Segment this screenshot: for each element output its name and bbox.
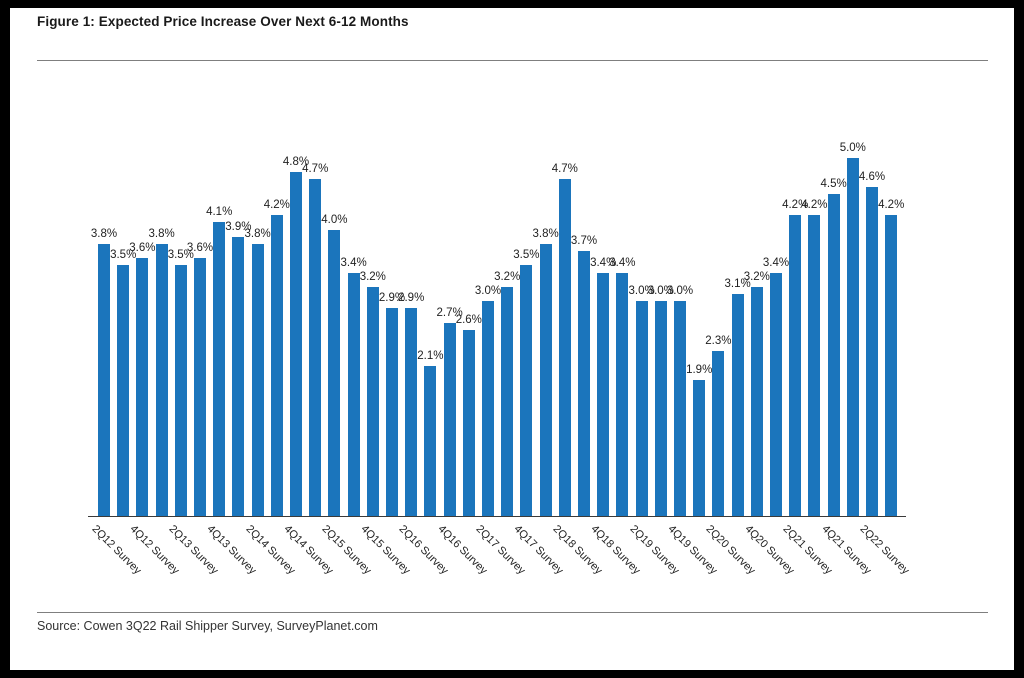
bar bbox=[290, 172, 302, 516]
bar bbox=[674, 301, 686, 516]
bar bbox=[654, 301, 667, 516]
bar-value-label: 4.2% bbox=[782, 199, 809, 212]
bar bbox=[885, 215, 898, 516]
source-divider-line bbox=[37, 612, 988, 613]
bar-value-label: 3.8% bbox=[148, 227, 175, 240]
bar-value-label: 3.6% bbox=[129, 242, 156, 255]
bar bbox=[117, 265, 130, 516]
bar-value-label: 1.9% bbox=[686, 363, 713, 376]
bar bbox=[558, 179, 571, 516]
bar-value-label: 3.1% bbox=[724, 278, 751, 291]
bar bbox=[443, 322, 456, 516]
bar-value-label: 2.1% bbox=[417, 349, 444, 362]
bar bbox=[174, 265, 187, 516]
bar bbox=[789, 215, 802, 516]
bar bbox=[309, 179, 322, 516]
bar bbox=[155, 243, 168, 516]
bar bbox=[846, 158, 859, 516]
bar bbox=[616, 272, 629, 516]
bar-value-label: 3.6% bbox=[186, 242, 214, 255]
bar bbox=[405, 308, 418, 516]
bar bbox=[827, 193, 840, 516]
bar bbox=[194, 258, 206, 516]
bar bbox=[635, 301, 648, 516]
source-note: Source: Cowen 3Q22 Rail Shipper Survey, … bbox=[37, 619, 378, 633]
bar-value-label: 3.2% bbox=[359, 270, 386, 283]
bar-value-label: 4.7% bbox=[551, 163, 578, 176]
bar bbox=[213, 222, 226, 516]
bar-value-label: 5.0% bbox=[839, 142, 866, 154]
bar bbox=[251, 243, 264, 516]
bar-value-label: 3.4% bbox=[762, 256, 790, 269]
bar-value-label: 4.5% bbox=[820, 177, 847, 190]
bar bbox=[462, 329, 475, 516]
bar bbox=[98, 243, 110, 516]
bar-value-label: 2.9% bbox=[378, 292, 406, 305]
bar bbox=[386, 308, 398, 516]
bar bbox=[808, 215, 821, 516]
bar bbox=[270, 215, 283, 516]
bar bbox=[424, 365, 437, 516]
bar-value-label: 4.7% bbox=[302, 163, 329, 176]
bar bbox=[693, 379, 706, 516]
bar bbox=[136, 258, 149, 516]
report-page: Figure 1: Expected Price Increase Over N… bbox=[10, 8, 1014, 670]
title-divider-line bbox=[37, 60, 988, 61]
bar-value-label: 4.6% bbox=[858, 170, 886, 183]
bar-value-label: 3.2% bbox=[743, 270, 770, 283]
bar-value-label: 3.7% bbox=[570, 235, 598, 248]
bar bbox=[366, 286, 379, 516]
bar-value-label: 4.1% bbox=[206, 206, 233, 219]
bar-value-label: 3.5% bbox=[513, 249, 540, 262]
bar-value-label: 4.2% bbox=[263, 199, 290, 212]
bar bbox=[520, 265, 533, 516]
bar-value-label: 4.2% bbox=[878, 199, 905, 212]
bar bbox=[578, 251, 590, 516]
bar-value-label: 3.0% bbox=[628, 285, 655, 298]
bar-value-label: 3.8% bbox=[532, 227, 559, 240]
bar-value-label: 3.5% bbox=[167, 249, 194, 262]
bar bbox=[712, 351, 725, 516]
bar bbox=[731, 294, 744, 516]
bar-value-label: 4.0% bbox=[321, 213, 348, 226]
bar-value-label: 3.8% bbox=[244, 227, 271, 240]
bar-value-label: 3.4% bbox=[340, 256, 367, 269]
bar-value-label: 2.3% bbox=[705, 335, 732, 348]
bar-value-label: 3.4% bbox=[609, 256, 636, 269]
bar-value-label: 2.6% bbox=[455, 313, 482, 326]
bar-chart: 3.8% 3.5% 3.6% 3.8% 3.5% 3.6% 4.1% 3.9% 3.8% 4.2%… bbox=[10, 8, 1014, 670]
bar bbox=[501, 286, 514, 516]
bar bbox=[866, 186, 878, 516]
bar bbox=[539, 243, 552, 516]
bar-value-label: 2.9% bbox=[398, 292, 425, 305]
bar bbox=[482, 301, 494, 516]
bar-value-label: 3.0% bbox=[647, 285, 674, 298]
bar bbox=[328, 229, 341, 516]
bar-value-label: 3.4% bbox=[590, 256, 617, 269]
bar-value-label: 4.2% bbox=[801, 199, 828, 212]
bar bbox=[347, 272, 360, 516]
x-axis-line bbox=[88, 516, 906, 517]
bar bbox=[232, 236, 245, 516]
bar-value-label: 4.8% bbox=[282, 156, 310, 169]
bar-value-label: 3.9% bbox=[225, 220, 252, 233]
bar bbox=[750, 286, 763, 516]
bar-value-label: 3.8% bbox=[90, 227, 118, 240]
bar-value-label: 3.5% bbox=[110, 249, 137, 262]
bar bbox=[770, 272, 782, 516]
bar-value-label: 3.2% bbox=[494, 270, 521, 283]
bar bbox=[597, 272, 610, 516]
bar-value-label: 3.0% bbox=[666, 285, 694, 298]
figure-title: Figure 1: Expected Price Increase Over N… bbox=[37, 14, 409, 29]
bar-value-label: 3.0% bbox=[474, 285, 502, 298]
bar-value-label: 2.7% bbox=[436, 306, 463, 319]
